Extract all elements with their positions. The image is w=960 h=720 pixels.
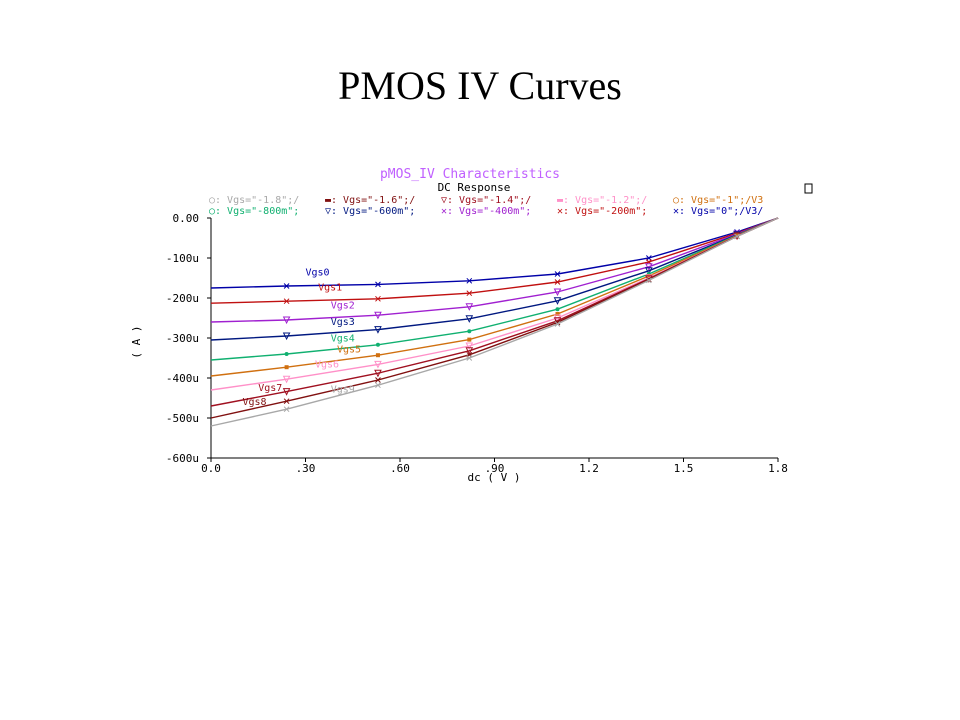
slide-title: PMOS IV Curves <box>338 63 622 108</box>
data-point <box>555 307 560 312</box>
data-point <box>374 311 382 320</box>
data-point <box>374 360 382 369</box>
series-label: Vgs1 <box>318 282 342 293</box>
series-vgs5: Vgs5 <box>210 217 779 377</box>
data-point <box>375 382 381 389</box>
legend-entry: ○: Vgs="-1";/V3 <box>673 195 763 206</box>
data-point <box>465 347 474 355</box>
data-point <box>465 342 474 351</box>
x-tick-label: .30 <box>296 462 316 475</box>
data-point <box>734 233 740 240</box>
x-tick-label: 1.8 <box>768 462 788 475</box>
data-point <box>283 398 290 405</box>
data-point <box>283 298 290 305</box>
data-point <box>282 375 291 384</box>
data-point <box>466 290 473 297</box>
data-point <box>554 279 561 285</box>
series-line <box>210 217 779 427</box>
y-axis-label: ( A ) <box>130 325 143 358</box>
data-point <box>284 365 289 370</box>
series-label: Vgs0 <box>306 268 330 279</box>
series-line <box>210 217 779 341</box>
legend-entry: ▬: Vgs="-1.6";/ <box>325 195 415 206</box>
data-point <box>283 406 290 413</box>
legend-entry: ✕: Vgs="-400m"; <box>441 206 531 217</box>
chart-title: pMOS_IV Characteristics <box>380 167 560 182</box>
data-point <box>375 281 381 288</box>
data-point <box>555 312 560 316</box>
data-point <box>375 342 380 347</box>
legend-entry: ✕: Vgs="0";/V3/ <box>673 206 763 217</box>
data-point <box>466 355 473 361</box>
y-tick-label: -300u <box>166 332 199 345</box>
x-tick-label: 0.0 <box>201 462 221 475</box>
x-tick-label: 1.5 <box>674 462 694 475</box>
data-point <box>375 377 381 383</box>
data-point <box>554 271 561 277</box>
data-point <box>465 315 474 323</box>
series-vgs6: Vgs6 <box>210 217 779 391</box>
data-point <box>466 277 473 284</box>
series-label: Vgs6 <box>315 360 339 371</box>
y-tick-label: 0.00 <box>173 212 200 225</box>
series-label: Vgs2 <box>331 301 355 312</box>
data-point <box>467 329 472 334</box>
series-line <box>210 217 779 304</box>
chart-corner-box-icon[interactable] <box>804 183 813 194</box>
data-point <box>374 369 382 378</box>
series-label: Vgs7 <box>258 383 282 394</box>
legend-entry: ▽: Vgs="-600m"; <box>325 206 415 217</box>
data-point <box>282 332 291 341</box>
data-point <box>375 353 380 358</box>
data-point <box>554 321 561 327</box>
series-line <box>210 217 779 391</box>
series-line <box>210 217 779 289</box>
series-line <box>210 217 779 323</box>
data-point <box>282 388 291 396</box>
x-ticks: 0.0 .30 .60 .90 1.2 1.5 1.8 <box>201 458 788 475</box>
data-point <box>553 288 562 297</box>
series-label: Vgs4 <box>331 334 355 345</box>
series-line <box>210 217 779 377</box>
data-point <box>465 303 474 311</box>
x-tick-label: .60 <box>390 462 410 475</box>
data-point <box>553 297 562 305</box>
series-label: Vgs8 <box>243 397 267 408</box>
legend-entry: ○: Vgs="-1.8";/ <box>209 195 299 206</box>
x-tick-label: .90 <box>485 462 505 475</box>
data-point <box>645 277 652 284</box>
data-point <box>283 283 290 289</box>
series-vgs3: Vgs3 <box>210 217 779 341</box>
data-point <box>284 352 289 356</box>
series-label: Vgs5 <box>337 345 361 356</box>
y-tick-label: -600u <box>166 452 199 465</box>
x-axis-label: dc ( V ) <box>468 471 521 484</box>
chart-subtitle: DC Response <box>438 181 511 194</box>
data-point <box>375 295 381 302</box>
data-point <box>645 267 653 275</box>
legend-entry: ▬: Vgs="-1.2";/ <box>557 195 647 206</box>
series-vgs1: Vgs1 <box>210 217 779 305</box>
x-tick-label: 1.2 <box>579 462 599 475</box>
series-vgs2: Vgs2 <box>210 217 779 325</box>
y-tick-label: -200u <box>166 292 199 305</box>
data-point <box>467 337 472 342</box>
data-point <box>374 326 382 334</box>
y-tick-label: -500u <box>166 412 199 425</box>
legend-entry: ▽: Vgs="-1.4";/ <box>441 195 531 206</box>
series-label: Vgs3 <box>331 317 355 328</box>
y-tick-label: -100u <box>166 252 199 265</box>
legend-entry: ○: Vgs="-800m"; <box>209 206 299 217</box>
data-point <box>645 263 653 271</box>
y-tick-label: -400u <box>166 372 199 385</box>
data-point <box>282 316 291 325</box>
legend-entry: ✕: Vgs="-200m"; <box>557 206 647 217</box>
series-vgs9: Vgs9 <box>210 217 779 427</box>
series-label: Vgs9 <box>331 385 355 396</box>
y-ticks: 0.00 -100u -200u -300u -400u -500u -600u <box>166 212 211 465</box>
legend: ○: Vgs="-1.8";/ ▬: Vgs="-1.6";/ ▽: Vgs="-1… <box>209 195 763 217</box>
